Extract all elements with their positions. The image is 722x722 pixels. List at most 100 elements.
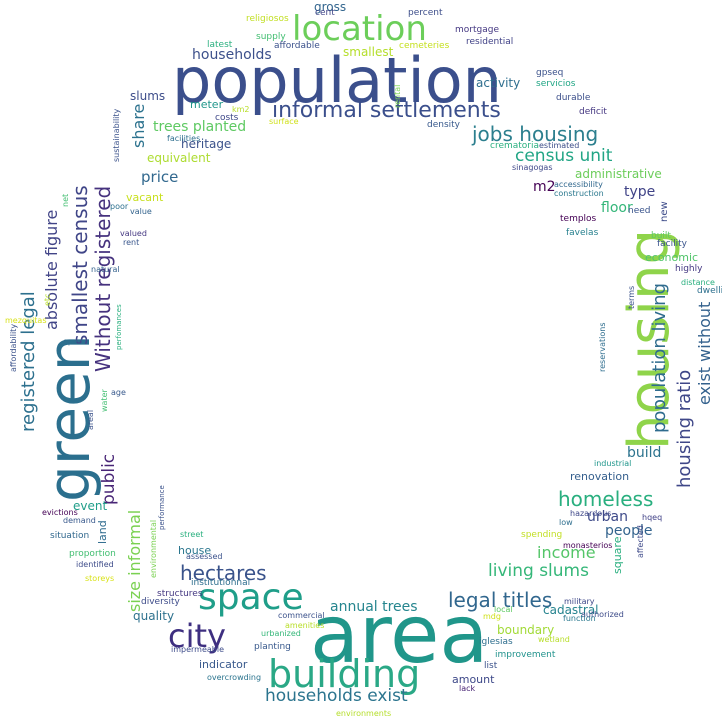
word-facility: facility [657, 239, 687, 249]
word-deficit: deficit [579, 107, 607, 117]
word-diversity: diversity [141, 597, 180, 607]
word-smallest: smallest [343, 45, 394, 59]
word-slums: slums [130, 89, 166, 103]
word-living-slums: living slums [488, 561, 589, 581]
word-impermeable: impermeable [171, 645, 225, 654]
word-price: price [141, 168, 179, 186]
word-indicator: indicator [199, 658, 248, 671]
word-situation: situation [50, 531, 90, 541]
word-supply: supply [256, 32, 286, 42]
word-density: density [427, 120, 460, 130]
word-cent: cent [315, 8, 335, 18]
word-reservations: reservations [598, 322, 607, 372]
word-meter: meter [190, 98, 224, 111]
word-rent: rent [123, 238, 140, 247]
word-proportion: proportion [69, 549, 116, 559]
word-low: low [559, 518, 573, 527]
word-rental: rental [393, 84, 402, 108]
word-cemeteries: cemeteries [399, 41, 450, 51]
word-religiosos: religiosos [246, 14, 289, 24]
word-absolute-figure: absolute figure [42, 209, 61, 330]
word-affordability: affordability [9, 323, 18, 372]
word-list: list [484, 661, 498, 671]
word-trees-planted: trees planted [153, 119, 247, 135]
word-improvement: improvement [495, 650, 556, 660]
word-estimated: estimated [539, 141, 580, 150]
word-affected: affected [636, 525, 645, 558]
word-event: event [73, 499, 108, 513]
word-public: public [99, 453, 119, 505]
word-vacant: vacant [126, 191, 164, 204]
word-renovation: renovation [570, 470, 630, 483]
word-mortgage: mortgage [455, 25, 499, 35]
word-percent: percent [408, 8, 443, 18]
word-etc: etc [43, 293, 52, 306]
word-construction: construction [554, 189, 604, 198]
word-boundary: boundary [497, 623, 555, 637]
word-net: net [61, 193, 70, 207]
word-km2: km2 [232, 105, 250, 114]
word-households: households [192, 47, 272, 63]
word-heritage: heritage [181, 137, 232, 151]
word-terms: terms [627, 285, 636, 309]
word-sustainability: sustainability [112, 108, 121, 162]
word-built: built [651, 231, 671, 241]
word-facilities: facilities [167, 134, 201, 143]
word-spending: spending [521, 530, 563, 540]
word-local: local [494, 605, 513, 614]
word-cadastral: cadastral [543, 603, 599, 617]
word-informal-settlements: informal settlements [272, 98, 501, 123]
word-military: military [564, 597, 595, 606]
word-authorized: authorized [581, 610, 624, 619]
word-open: open [63, 337, 83, 346]
word-without-registered: Without registered [91, 185, 115, 372]
word-crematoria: crematoria [490, 141, 540, 151]
word-house: house [178, 544, 212, 557]
word-residential: residential [466, 37, 514, 47]
word-environments: environments [336, 709, 392, 718]
word-exist-without: exist without [695, 301, 714, 405]
word-hectares: hectares [180, 561, 267, 585]
word-gpseq: gpseq [536, 68, 564, 78]
word-economic: economic [645, 251, 699, 264]
word-amount: amount [452, 673, 495, 686]
word-people: people [605, 523, 653, 539]
word-smallest-census: smallest census [68, 185, 92, 345]
word-share: share [129, 103, 148, 148]
word-census-unit: census unit [515, 146, 613, 166]
word-urbanized: urbanized [261, 629, 301, 638]
word-administrative: administrative [575, 167, 662, 181]
word-templos: templos [560, 214, 597, 224]
word-function: function [563, 614, 596, 623]
word-iglesias: iglesias [479, 637, 513, 647]
word-jobs-housing: jobs housing [472, 122, 599, 146]
word-performance: performance [158, 485, 166, 530]
word-institutionnal: institutionnal [191, 578, 251, 588]
word-annual-trees: annual trees [330, 599, 418, 615]
word-homeless: homeless [558, 487, 654, 511]
word-accessibility: accessibility [554, 180, 603, 189]
word-water: water [100, 389, 109, 412]
word-affordable: affordable [274, 41, 320, 51]
word-structures: structures [157, 589, 203, 599]
word-servicios: servicios [536, 79, 576, 89]
word-floor: floor [601, 200, 633, 216]
word-build: build [627, 445, 662, 461]
word-natural: natural [91, 265, 120, 274]
word-age: age [111, 388, 126, 397]
word-assessed: assessed [186, 552, 223, 561]
word-city: city [168, 617, 226, 655]
word-lack: lack [459, 684, 476, 693]
word-hazardous: hazardous [570, 509, 612, 518]
word-commercial: commercial [278, 611, 325, 620]
word-costs: costs [215, 113, 239, 123]
word-durable: durable [556, 93, 591, 103]
word-housing-ratio: housing ratio [674, 369, 695, 488]
word-type: type [624, 184, 656, 200]
word-location: location [292, 9, 427, 49]
word-legal-titles: legal titles [448, 588, 553, 612]
word-households-exist: households exist [265, 686, 408, 706]
word-registered-legal: registered legal [18, 291, 39, 432]
word-space: space [198, 577, 304, 618]
word-street: street [180, 530, 204, 539]
